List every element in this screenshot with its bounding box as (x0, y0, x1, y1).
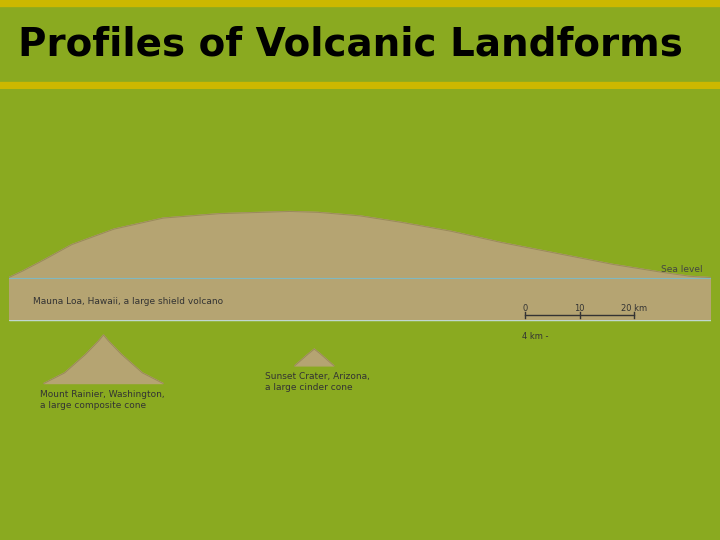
Text: 4 km -: 4 km - (521, 332, 548, 341)
Polygon shape (9, 212, 711, 320)
Text: Profiles of Volcanic Landforms: Profiles of Volcanic Landforms (18, 25, 683, 64)
Polygon shape (44, 335, 163, 383)
Text: 0: 0 (523, 303, 528, 313)
Polygon shape (9, 278, 711, 320)
Text: Mauna Loa, Hawaii, a large shield volcano: Mauna Loa, Hawaii, a large shield volcan… (33, 298, 223, 307)
Text: Mount Rainier, Washington,
a large composite cone: Mount Rainier, Washington, a large compo… (40, 390, 165, 409)
Text: 10: 10 (575, 303, 585, 313)
Polygon shape (294, 349, 334, 366)
Text: Sea level: Sea level (661, 265, 703, 274)
Text: 20 km: 20 km (621, 303, 647, 313)
Text: Sunset Crater, Arizona,
a large cinder cone: Sunset Crater, Arizona, a large cinder c… (265, 373, 370, 392)
